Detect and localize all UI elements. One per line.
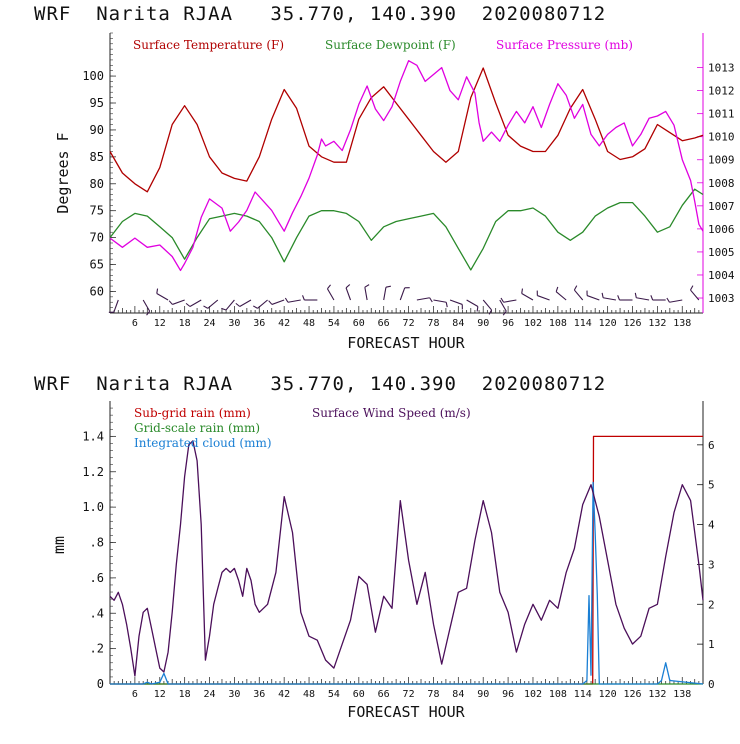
top-x-tick-label: 138: [673, 318, 691, 329]
top-x-tick-label: 114: [574, 318, 592, 329]
bottom-y-tick-label: .4: [90, 606, 104, 620]
top-x-tick-label: 120: [599, 318, 617, 329]
bottom-y-right-tick-label: 3: [708, 558, 715, 571]
top-x-tick-label: 102: [524, 318, 542, 329]
top-y-tick-label: 100: [82, 69, 104, 83]
bottom-x-tick-label: 72: [403, 689, 415, 700]
bottom-y-tick-label: .6: [90, 571, 104, 585]
top-y-right-tick-label: 1012: [708, 85, 735, 98]
legend-surface-temperature: Surface Temperature (F): [133, 38, 284, 52]
bottom-y-right-tick-label: 5: [708, 479, 715, 492]
top-y-tick-label: 95: [90, 96, 104, 110]
legend-surface-pressure: Surface Pressure (mb): [496, 38, 633, 52]
bottom-y-tick-label: 1.0: [82, 500, 104, 514]
bottom-y-right-tick-label: 1: [708, 638, 715, 651]
bottom-y-tick-label: .2: [90, 642, 104, 656]
bottom-y-tick-label: 1.2: [82, 465, 104, 479]
wind-barb-flag: [157, 289, 158, 294]
top-y-tick-label: 80: [90, 177, 104, 191]
bottom-x-tick-label: 48: [303, 689, 315, 700]
top-x-tick-label: 60: [353, 318, 365, 329]
top-y-right-tick-label: 1003: [708, 292, 735, 305]
legend-integrated-cloud: Integrated cloud (mm): [134, 436, 272, 450]
top-y-right-tick-label: 1009: [708, 154, 735, 167]
bottom-x-tick-label: 108: [549, 689, 567, 700]
top-y-right-tick-label: 1010: [708, 131, 735, 144]
bottom-y-tick-label: 1.4: [82, 429, 104, 443]
top-x-tick-label: 42: [278, 318, 290, 329]
top-x-tick-label: 126: [623, 318, 641, 329]
bottom-x-tick-label: 96: [502, 689, 514, 700]
bottom-y-tick-label: .8: [90, 536, 104, 550]
top-y-axis-label: Degrees F: [54, 132, 72, 213]
top-x-tick-label: 66: [378, 318, 390, 329]
top-y-right-tick-label: 1005: [708, 246, 735, 259]
top-x-tick-label: 96: [502, 318, 514, 329]
top-x-tick-label: 6: [132, 318, 138, 329]
top-x-tick-label: 72: [403, 318, 415, 329]
legend-surface-dewpoint: Surface Dewpoint (F): [325, 38, 456, 52]
legend-surface-wind-speed: Surface Wind Speed (m/s): [312, 406, 471, 420]
top-x-tick-label: 48: [303, 318, 315, 329]
top-y-right-tick-label: 1011: [708, 108, 735, 121]
top-x-tick-label: 30: [228, 318, 240, 329]
bottom-x-tick-label: 36: [253, 689, 265, 700]
top-x-tick-label: 108: [549, 318, 567, 329]
bottom-x-tick-label: 78: [427, 689, 439, 700]
bottom-x-tick-label: 66: [378, 689, 390, 700]
legend-gridscale-rain: Grid-scale rain (mm): [134, 421, 260, 435]
bottom-x-tick-label: 30: [228, 689, 240, 700]
bottom-y-right-tick-label: 4: [708, 519, 715, 532]
top-x-tick-label: 78: [427, 318, 439, 329]
bottom-x-tick-label: 54: [328, 689, 340, 700]
top-y-right-tick-label: 1013: [708, 62, 735, 75]
bottom-x-tick-label: 84: [452, 689, 464, 700]
bottom-x-tick-label: 6: [132, 689, 138, 700]
top-x-tick-label: 132: [648, 318, 666, 329]
bottom-y-right-tick-label: 2: [708, 598, 715, 611]
top-x-tick-label: 90: [477, 318, 489, 329]
top-y-right-tick-label: 1004: [708, 269, 735, 282]
bottom-y-tick-label: 0: [97, 677, 104, 691]
bottom-x-tick-label: 102: [524, 689, 542, 700]
top-y-tick-label: 65: [90, 258, 104, 272]
bottom-x-tick-label: 120: [599, 689, 617, 700]
bottom-chart-title: WRF Narita RJAA 35.770, 140.390 20200807…: [34, 373, 606, 395]
bottom-x-tick-label: 114: [574, 689, 592, 700]
top-x-tick-label: 12: [154, 318, 166, 329]
top-x-axis-label: FORECAST HOUR: [347, 334, 465, 352]
bottom-x-tick-label: 24: [204, 689, 216, 700]
wind-barb-flag: [522, 289, 523, 294]
bottom-x-tick-label: 60: [353, 689, 365, 700]
bottom-y-axis-label: mm: [50, 536, 68, 554]
bottom-x-tick-label: 42: [278, 689, 290, 700]
top-y-right-tick-label: 1007: [708, 200, 735, 213]
top-x-tick-label: 36: [253, 318, 265, 329]
legend-subgrid-rain: Sub-grid rain (mm): [134, 406, 251, 420]
bottom-x-tick-label: 132: [648, 689, 666, 700]
top-y-tick-label: 60: [90, 284, 104, 298]
bottom-x-tick-label: 18: [179, 689, 191, 700]
top-x-tick-label: 18: [179, 318, 191, 329]
top-x-tick-label: 84: [452, 318, 464, 329]
bottom-y-right-tick-label: 6: [708, 439, 715, 452]
top-y-tick-label: 85: [90, 150, 104, 164]
bottom-x-axis-label: FORECAST HOUR: [347, 703, 465, 721]
top-x-tick-label: 24: [204, 318, 216, 329]
bottom-x-tick-label: 138: [673, 689, 691, 700]
top-y-tick-label: 75: [90, 204, 104, 218]
bottom-x-tick-label: 90: [477, 689, 489, 700]
wind-barb-flag: [477, 307, 478, 312]
bottom-x-tick-label: 12: [154, 689, 166, 700]
top-y-right-tick-label: 1006: [708, 223, 735, 236]
bottom-x-tick-label: 126: [623, 689, 641, 700]
top-y-tick-label: 90: [90, 123, 104, 137]
bottom-y-right-tick-label: 0: [708, 678, 715, 691]
top-y-tick-label: 70: [90, 231, 104, 245]
top-chart-title: WRF Narita RJAA 35.770, 140.390 20200807…: [34, 3, 606, 25]
top-x-tick-label: 54: [328, 318, 340, 329]
top-y-right-tick-label: 1008: [708, 177, 735, 190]
